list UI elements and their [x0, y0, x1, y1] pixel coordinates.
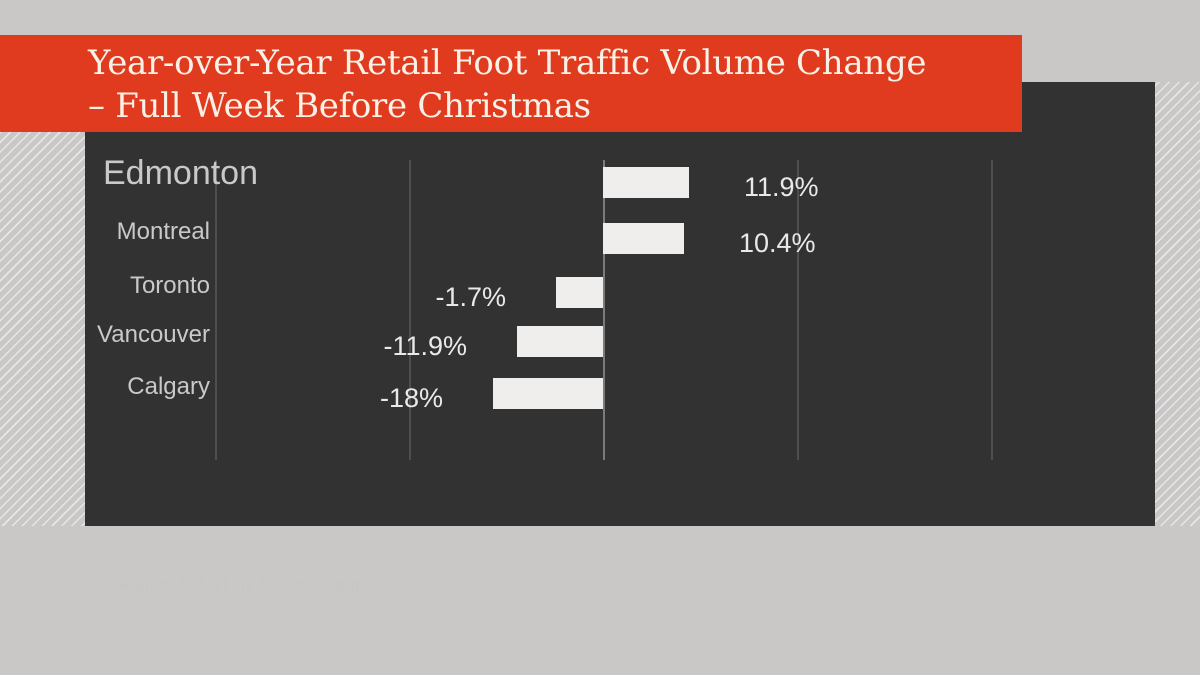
- value-label: 10.4%: [739, 228, 816, 258]
- category-label: Calgary: [127, 373, 210, 400]
- value-label: -1.7%: [435, 282, 506, 312]
- bar-row: Toronto -1.7%: [85, 82, 1155, 526]
- value-label: 11.9%: [744, 172, 819, 202]
- source-label: Source: AVANT by Avison Young: [114, 575, 360, 594]
- value-label: -18%: [379, 383, 443, 413]
- gridline: [215, 160, 217, 460]
- title-banner: Year-over-Year Retail Foot Traffic Volum…: [0, 35, 1022, 132]
- chart-title-line2: – Full Week Before Christmas: [88, 86, 591, 126]
- chart-title: Year-over-Year Retail Foot Traffic Volum…: [0, 35, 1022, 128]
- category-label: Vancouver: [97, 321, 210, 348]
- bar-row: Vancouver -11.9%: [85, 82, 1155, 526]
- bar: [556, 277, 603, 308]
- zero-gridline: [603, 160, 605, 460]
- bar-row: Montreal 10.4%: [85, 82, 1155, 526]
- bar-row: Calgary -18%: [85, 82, 1155, 526]
- category-label: Toronto: [129, 272, 210, 299]
- bar: [493, 378, 603, 409]
- bar-row: Edmonton 11.9%: [85, 82, 1155, 526]
- bar: [603, 167, 689, 198]
- value-label: -11.9%: [383, 331, 467, 361]
- category-label: Montreal: [116, 218, 210, 245]
- gridline: [797, 160, 799, 460]
- bar: [517, 326, 603, 357]
- gridline: [991, 160, 993, 460]
- gridline: [409, 160, 411, 460]
- chart-title-line1: Year-over-Year Retail Foot Traffic Volum…: [88, 43, 927, 83]
- bar: [603, 223, 684, 254]
- chart-panel: Edmonton 11.9% Montreal 10.4% Toronto -1…: [85, 82, 1155, 594]
- category-label: Edmonton: [103, 154, 258, 192]
